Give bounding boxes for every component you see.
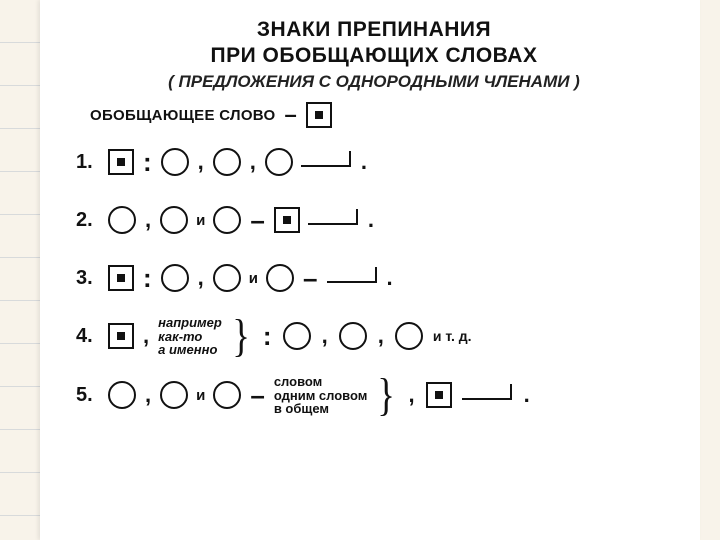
- scheme-4: , например как-то а именно } : , , и: [108, 316, 472, 357]
- colon: :: [142, 265, 153, 291]
- summary-words-stack: словом одним словом в общем: [274, 375, 368, 416]
- period: .: [387, 265, 393, 291]
- sentence-tail-icon: [327, 267, 377, 283]
- sentence-tail-icon: [308, 209, 358, 225]
- homogeneous-icon: [265, 148, 293, 176]
- row-number: 5.: [76, 384, 98, 407]
- row-number: 1.: [76, 151, 98, 174]
- comma: ,: [142, 325, 150, 347]
- period: .: [524, 382, 530, 408]
- comma: ,: [321, 325, 329, 347]
- rule-row-4: 4. , например как-то а именно } :: [76, 316, 672, 357]
- scheme-5: , и – словом одним словом в общем } ,: [108, 375, 530, 416]
- generalizing-word-icon: [426, 382, 452, 408]
- title-line-1: ЗНАКИ ПРЕПИНАНИЯ: [76, 18, 672, 42]
- row-number: 3.: [76, 267, 98, 290]
- dash: –: [249, 382, 265, 408]
- row-number: 2.: [76, 209, 98, 232]
- content-sheet: ЗНАКИ ПРЕПИНАНИЯ ПРИ ОБОБЩАЮЩИХ СЛОВАХ (…: [40, 0, 700, 540]
- homogeneous-icon: [339, 322, 367, 350]
- word-odnim-slovom: одним словом: [274, 389, 368, 403]
- generalizing-word-icon: [306, 102, 332, 128]
- period: .: [361, 149, 367, 175]
- word-slovom: словом: [274, 375, 368, 389]
- conj-and: и: [196, 212, 205, 229]
- homogeneous-icon: [213, 206, 241, 234]
- homogeneous-icon: [161, 264, 189, 292]
- sentence-tail-icon: [301, 151, 351, 167]
- dash: –: [302, 265, 318, 291]
- comma: ,: [249, 151, 257, 173]
- conj-and: и: [249, 270, 258, 287]
- etc: и т. д.: [433, 328, 472, 344]
- period: .: [368, 207, 374, 233]
- intro-words-stack: например как-то а именно: [158, 316, 222, 357]
- homogeneous-icon: [266, 264, 294, 292]
- comma: ,: [197, 151, 205, 173]
- generalizing-word-icon: [108, 149, 134, 175]
- homogeneous-icon: [160, 206, 188, 234]
- page-wrap: ЗНАКИ ПРЕПИНАНИЯ ПРИ ОБОБЩАЮЩИХ СЛОВАХ (…: [0, 0, 720, 540]
- homogeneous-icon: [213, 381, 241, 409]
- rules-list: 1. : , , . 2. ,: [76, 142, 672, 416]
- scheme-3: : , и – .: [108, 264, 393, 292]
- word-that-is: а именно: [158, 343, 222, 357]
- legend-dash: –: [284, 104, 299, 126]
- title-block: ЗНАКИ ПРЕПИНАНИЯ ПРИ ОБОБЩАЮЩИХ СЛОВАХ (…: [76, 18, 672, 92]
- conj-and: и: [196, 387, 205, 404]
- homogeneous-icon: [213, 264, 241, 292]
- colon: :: [142, 149, 153, 175]
- rule-row-1: 1. : , , .: [76, 142, 672, 182]
- homogeneous-icon: [108, 381, 136, 409]
- row-number: 4.: [76, 325, 98, 348]
- comma: ,: [144, 384, 152, 406]
- generalizing-word-icon: [274, 207, 300, 233]
- generalizing-word-icon: [108, 265, 134, 291]
- homogeneous-icon: [160, 381, 188, 409]
- scheme-1: : , , .: [108, 148, 367, 176]
- homogeneous-icon: [283, 322, 311, 350]
- rule-row-2: 2. , и – .: [76, 200, 672, 240]
- rule-row-3: 3. : , и – .: [76, 258, 672, 298]
- sentence-tail-icon: [462, 384, 512, 400]
- scheme-2: , и – .: [108, 206, 374, 234]
- homogeneous-icon: [108, 206, 136, 234]
- comma: ,: [377, 325, 385, 347]
- rule-row-5: 5. , и – словом одним словом в общем: [76, 375, 672, 416]
- dash: –: [249, 207, 265, 233]
- subtitle: ( ПРЕДЛОЖЕНИЯ С ОДНОРОДНЫМИ ЧЛЕНАМИ ): [76, 72, 672, 92]
- brace-right-icon: }: [378, 379, 396, 411]
- word-v-obshchem: в общем: [274, 402, 368, 416]
- comma: ,: [407, 384, 415, 406]
- homogeneous-icon: [213, 148, 241, 176]
- comma: ,: [197, 267, 205, 289]
- brace-right-icon: }: [232, 320, 250, 352]
- legend-row: ОБОБЩАЮЩЕЕ СЛОВО –: [90, 102, 672, 128]
- legend-label: ОБОБЩАЮЩЕЕ СЛОВО: [90, 107, 276, 124]
- word-namely: например: [158, 316, 222, 330]
- homogeneous-icon: [161, 148, 189, 176]
- title-line-2: ПРИ ОБОБЩАЮЩИХ СЛОВАХ: [76, 44, 672, 68]
- word-such-as: как-то: [158, 330, 222, 344]
- generalizing-word-icon: [108, 323, 134, 349]
- homogeneous-icon: [395, 322, 423, 350]
- colon: :: [262, 323, 273, 349]
- comma: ,: [144, 209, 152, 231]
